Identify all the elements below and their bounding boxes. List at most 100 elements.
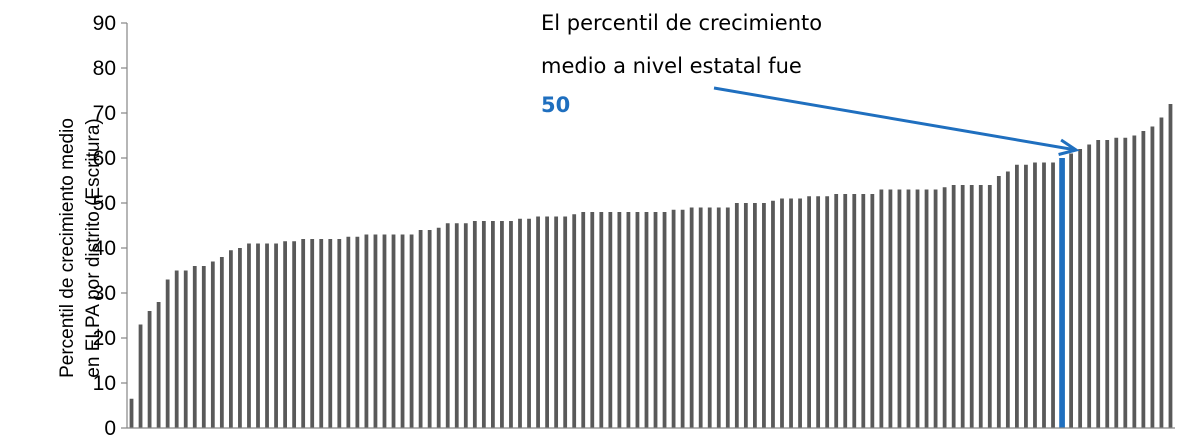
bar — [680, 209, 685, 428]
bar — [951, 185, 956, 428]
bar — [554, 216, 559, 428]
bar — [256, 243, 260, 428]
y-tick-label: 80 — [93, 57, 116, 80]
bar — [156, 302, 161, 428]
bar — [1123, 137, 1128, 428]
bar — [590, 212, 595, 428]
bar — [292, 241, 297, 428]
bar — [662, 212, 667, 428]
bar — [671, 209, 676, 428]
bar — [1078, 149, 1083, 428]
bar — [915, 189, 920, 428]
bar — [481, 221, 486, 428]
bar — [897, 189, 902, 428]
bar — [174, 270, 179, 428]
bar — [518, 218, 522, 428]
y-tick-label: 90 — [93, 12, 116, 35]
annotation-value: 50 — [541, 93, 570, 117]
bar — [1132, 135, 1137, 428]
bar — [888, 189, 893, 428]
bar — [391, 234, 396, 428]
bar — [247, 243, 251, 428]
bar — [310, 239, 315, 428]
y-tick-label: 10 — [93, 372, 116, 395]
bar — [436, 227, 441, 428]
y-axis-label-line2: en ELPA por distrito (Escritura) — [83, 118, 104, 377]
y-tick-label: 20 — [93, 327, 116, 350]
bar — [734, 203, 739, 428]
bar — [599, 212, 604, 428]
bar — [798, 198, 802, 428]
bar — [689, 207, 694, 428]
bar — [906, 189, 911, 428]
bar — [743, 203, 748, 428]
bar — [527, 218, 531, 428]
bar — [301, 239, 306, 428]
bar — [192, 266, 197, 428]
bar — [1168, 104, 1173, 428]
bar — [780, 198, 784, 428]
annotation-line1: El percentil de crecimiento — [541, 11, 822, 35]
bar — [978, 185, 983, 428]
y-axis-ticks: 0 10 20 30 40 50 60 70 80 90 — [93, 12, 127, 440]
bar — [581, 212, 586, 428]
bar — [346, 236, 351, 428]
bar — [1150, 126, 1155, 428]
bar — [960, 185, 965, 428]
bar — [545, 216, 549, 428]
bar — [1141, 131, 1146, 428]
bar — [987, 185, 992, 428]
bar — [400, 234, 405, 428]
bar — [147, 311, 152, 428]
bar — [274, 243, 278, 428]
bar — [879, 189, 884, 428]
bar — [283, 241, 287, 428]
bar — [201, 266, 206, 428]
bar — [355, 236, 360, 428]
bar — [1159, 117, 1164, 428]
bar — [843, 194, 848, 428]
bar — [463, 223, 468, 428]
bar — [653, 212, 658, 428]
bar — [472, 221, 477, 428]
bars — [129, 104, 1173, 428]
bar — [969, 185, 974, 428]
bar-highlight — [1059, 158, 1065, 428]
bar — [328, 239, 333, 428]
bar — [1051, 162, 1055, 428]
bar — [762, 203, 766, 428]
y-tick-label: 30 — [93, 282, 116, 305]
y-tick-label: 70 — [93, 102, 116, 125]
bar — [1015, 164, 1019, 428]
bar — [454, 223, 459, 428]
bar — [572, 214, 577, 428]
bar — [933, 189, 938, 428]
bar — [427, 230, 432, 428]
bar — [753, 203, 757, 428]
bar — [364, 234, 369, 428]
bar — [725, 207, 730, 428]
bar — [771, 200, 775, 428]
bar — [183, 270, 188, 428]
bar — [382, 234, 387, 428]
bar — [789, 198, 793, 428]
bar — [635, 212, 640, 428]
bar — [165, 279, 170, 428]
bar — [1024, 164, 1028, 428]
bar — [698, 207, 703, 428]
bar — [445, 223, 450, 428]
bar — [129, 398, 134, 428]
bar — [409, 234, 414, 428]
bar — [825, 196, 830, 428]
bar — [229, 250, 233, 428]
bar — [509, 221, 513, 428]
y-tick-label: 0 — [104, 417, 116, 440]
bar — [536, 216, 540, 428]
y-axis-label-line1: Percentil de crecimiento medio — [57, 118, 78, 378]
bar — [608, 212, 613, 428]
bar — [996, 176, 1001, 428]
y-tick-label: 40 — [93, 237, 116, 260]
bar — [491, 221, 495, 428]
axes — [126, 23, 1175, 429]
bar — [834, 194, 839, 428]
